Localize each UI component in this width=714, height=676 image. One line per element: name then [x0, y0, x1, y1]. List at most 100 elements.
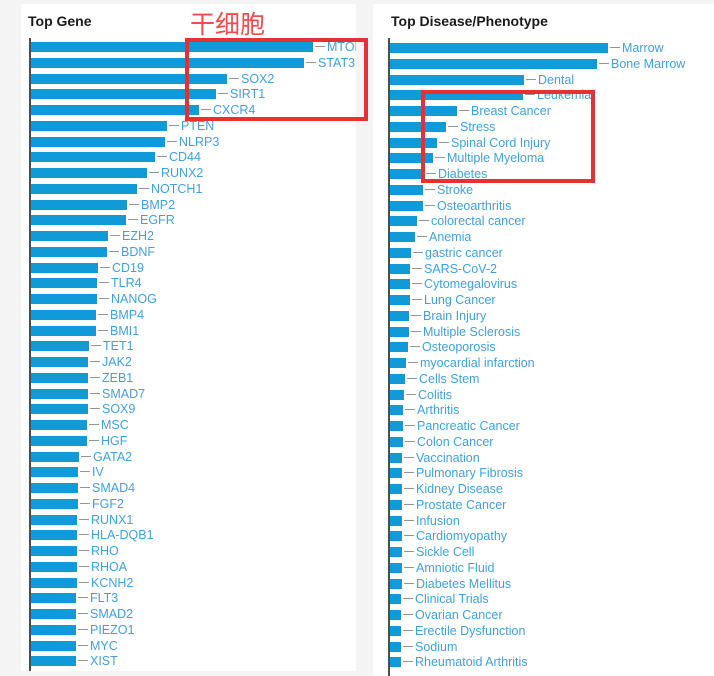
bar-tet1[interactable] [31, 341, 89, 352]
bar-nanog[interactable] [31, 294, 97, 304]
bar-sars-cov-2[interactable] [390, 263, 410, 274]
bar-label-breast-cancer[interactable]: Breast Cancer [471, 104, 551, 118]
bar-lung-cancer[interactable] [390, 295, 410, 305]
bar-label-bmp2[interactable]: BMP2 [141, 197, 176, 212]
bar-marrow[interactable] [390, 43, 608, 53]
bar-amniotic-fluid[interactable] [390, 562, 402, 573]
bar-label-cxcr4[interactable]: CXCR4 [213, 103, 256, 117]
bar-label-egfr[interactable]: EGFR [140, 213, 175, 228]
bar-label-gata2[interactable]: GATA2 [93, 449, 133, 464]
bar-ezh2[interactable] [31, 231, 108, 241]
bar-label-sars-cov-2[interactable]: SARS-CoV-2 [424, 261, 497, 276]
bar-sirt1[interactable] [31, 89, 216, 100]
bar-label-sodium[interactable]: Sodium [415, 639, 458, 654]
bar-label-stat3[interactable]: STAT3 [318, 55, 356, 70]
bar-label-osteoarthritis[interactable]: Osteoarthritis [437, 198, 512, 213]
bar-label-vaccination[interactable]: Vaccination [416, 450, 480, 465]
bar-label-tlr4[interactable]: TLR4 [111, 276, 142, 291]
bar-label-smad2[interactable]: SMAD2 [90, 607, 134, 621]
bar-gastric-cancer[interactable] [390, 247, 411, 258]
bar-label-hgf[interactable]: HGF [101, 433, 128, 448]
bar-myocardial-infarction[interactable] [390, 358, 406, 368]
bar-bmp2[interactable] [31, 199, 127, 210]
bar-sickle-cell[interactable] [390, 547, 402, 557]
bar-brain-injury[interactable] [390, 310, 409, 321]
bar-prostate-cancer[interactable] [390, 499, 402, 510]
bar-tlr4[interactable] [31, 278, 97, 289]
bar-cytomegalovirus[interactable] [390, 279, 410, 290]
bar-bdnf[interactable] [31, 246, 107, 257]
bar-breast-cancer[interactable] [390, 106, 457, 116]
bar-iv[interactable] [31, 467, 78, 478]
bar-diabetes-mellitus[interactable] [390, 578, 402, 589]
bar-pancreatic-cancer[interactable] [390, 421, 403, 431]
bar-cardiomyopathy[interactable] [390, 531, 402, 542]
bar-vaccination[interactable] [390, 452, 402, 463]
bar-bone-marrow[interactable] [390, 58, 597, 69]
bar-leukemia[interactable] [390, 90, 523, 101]
bar-multiple-myeloma[interactable] [390, 153, 433, 164]
bar-label-ezh2[interactable]: EZH2 [122, 229, 154, 243]
bar-erectile-dysfunction[interactable] [390, 625, 401, 636]
bar-label-osteoporosis[interactable]: Osteoporosis [422, 340, 496, 355]
bar-label-colitis[interactable]: Colitis [418, 387, 453, 402]
bar-rhoa[interactable] [31, 561, 77, 572]
bar-msc[interactable] [31, 420, 87, 430]
bar-flt3[interactable] [31, 593, 76, 604]
bar-cells-stem[interactable] [390, 373, 405, 384]
bar-label-smad4[interactable]: SMAD4 [92, 481, 136, 495]
bar-notch1[interactable] [31, 183, 137, 194]
bar-osteoporosis[interactable] [390, 342, 408, 353]
bar-kcnh2[interactable] [31, 577, 77, 588]
bar-label-bdnf[interactable]: BDNF [121, 244, 156, 259]
bar-label-pancreatic-cancer[interactable]: Pancreatic Cancer [417, 419, 520, 433]
bar-rho[interactable] [31, 546, 77, 556]
bar-jak2[interactable] [31, 357, 88, 367]
bar-label-lung-cancer[interactable]: Lung Cancer [424, 293, 496, 307]
bar-label-iv[interactable]: IV [92, 465, 104, 480]
bar-fgf2[interactable] [31, 498, 78, 509]
bar-stress[interactable] [390, 121, 446, 132]
bar-label-myc[interactable]: MYC [90, 638, 118, 653]
bar-label-zeb1[interactable]: ZEB1 [102, 370, 134, 385]
bar-osteoarthritis[interactable] [390, 200, 423, 211]
bar-runx1[interactable] [31, 514, 77, 525]
bar-label-infusion[interactable]: Infusion [416, 513, 460, 528]
bar-label-myocardial-infarction[interactable]: myocardial infarction [420, 356, 535, 370]
bar-label-tet1[interactable]: TET1 [103, 339, 134, 354]
bar-label-notch1[interactable]: NOTCH1 [151, 181, 203, 196]
bar-cxcr4[interactable] [31, 105, 199, 115]
bar-arthritis[interactable] [390, 405, 403, 416]
bar-label-cd44[interactable]: CD44 [169, 150, 201, 165]
bar-label-brain-injury[interactable]: Brain Injury [423, 308, 487, 323]
bar-rheumatoid-arthritis[interactable] [390, 657, 401, 668]
bar-label-multiple-myeloma[interactable]: Multiple Myeloma [447, 151, 545, 166]
bar-label-flt3[interactable]: FLT3 [90, 591, 119, 606]
bar-egfr[interactable] [31, 215, 126, 226]
bar-label-multiple-sclerosis[interactable]: Multiple Sclerosis [423, 324, 521, 339]
bar-spinal-cord-injury[interactable] [390, 137, 437, 148]
bar-label-erectile-dysfunction[interactable]: Erectile Dysfunction [415, 623, 526, 638]
bar-bmi1[interactable] [31, 325, 96, 336]
bar-bmp4[interactable] [31, 309, 96, 320]
bar-ovarian-cancer[interactable] [390, 610, 401, 620]
bar-smad2[interactable] [31, 609, 76, 619]
bar-label-bmi1[interactable]: BMI1 [110, 323, 140, 338]
bar-stat3[interactable] [31, 57, 304, 68]
bar-cd19[interactable] [31, 262, 98, 273]
bar-label-xist[interactable]: XIST [90, 654, 118, 669]
bar-label-ovarian-cancer[interactable]: Ovarian Cancer [415, 608, 503, 622]
bar-label-gastric-cancer[interactable]: gastric cancer [425, 245, 503, 260]
bar-zeb1[interactable] [31, 372, 88, 383]
bar-label-nlrp3[interactable]: NLRP3 [179, 134, 220, 149]
bar-label-cells-stem[interactable]: Cells Stem [419, 371, 480, 386]
bar-label-mtor[interactable]: MTOR [327, 40, 356, 54]
bar-label-leukemia[interactable]: Leukemia [537, 88, 592, 103]
bar-stroke[interactable] [390, 184, 423, 195]
bar-label-diabetes-mellitus[interactable]: Diabetes Mellitus [416, 576, 512, 591]
bar-hla-dqb1[interactable] [31, 530, 77, 541]
bar-label-rheumatoid-arthritis[interactable]: Rheumatoid Arthritis [415, 655, 528, 670]
bar-label-anemia[interactable]: Anemia [429, 230, 472, 244]
bar-colorectal-cancer[interactable] [390, 216, 417, 227]
bar-sox2[interactable] [31, 73, 227, 84]
